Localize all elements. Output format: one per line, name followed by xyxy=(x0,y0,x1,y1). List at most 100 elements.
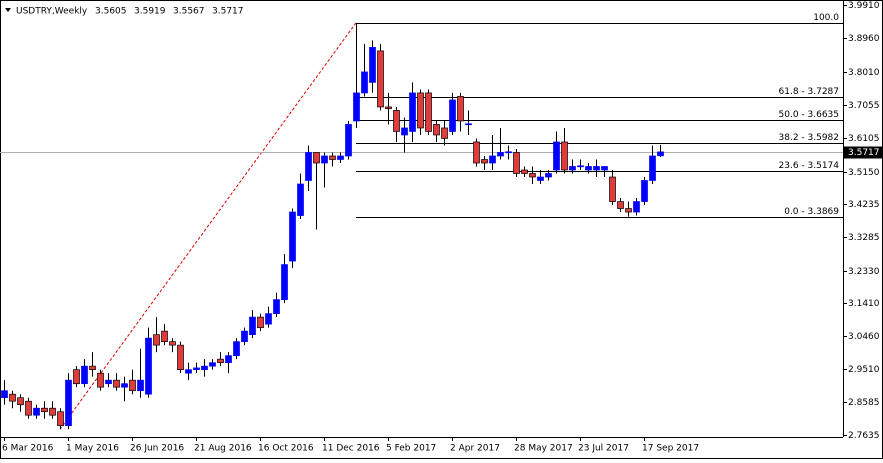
chart-title: USDTRY,Weekly xyxy=(16,7,88,17)
candle-body xyxy=(513,152,520,174)
candle-body xyxy=(113,379,120,388)
candle-body xyxy=(153,334,160,346)
candle-body xyxy=(257,316,264,328)
y-tick-label: 3.6105 xyxy=(848,134,880,144)
candle-body xyxy=(241,330,248,342)
candle-body xyxy=(145,337,152,395)
candle-body xyxy=(593,166,600,171)
candle-body xyxy=(553,141,560,171)
candle-body xyxy=(89,365,96,371)
x-tick-label: 23 Jul 2017 xyxy=(578,444,629,454)
candle-body xyxy=(625,208,632,213)
x-tick-label: 21 Aug 2016 xyxy=(194,444,252,454)
candle-body xyxy=(537,176,544,181)
quote-value: 3.5919 xyxy=(134,7,166,17)
quote-value: 3.5605 xyxy=(95,7,127,17)
candle-body xyxy=(73,369,80,385)
candle-body xyxy=(545,173,552,178)
x-tick-label: 5 Feb 2017 xyxy=(386,444,436,454)
y-tick-label: 3.8010 xyxy=(848,68,880,78)
candle-body xyxy=(25,400,32,416)
fib-label: 38.2 - 3.5982 xyxy=(779,133,840,143)
candle-body xyxy=(481,159,488,164)
candle-body xyxy=(177,344,184,371)
candle-body xyxy=(353,92,360,122)
candle-body xyxy=(649,155,656,181)
candle-body xyxy=(289,211,296,262)
candle-body xyxy=(361,71,368,94)
candle-body xyxy=(249,316,256,335)
x-tick-label: 26 Jun 2016 xyxy=(130,444,184,454)
candle-body xyxy=(609,176,616,202)
fib-label: 61.8 - 3.7287 xyxy=(779,87,840,97)
candle-body xyxy=(217,358,224,364)
x-tick-label: 2 Apr 2017 xyxy=(450,444,500,454)
candle-body xyxy=(433,124,440,136)
x-tick-label: 28 May 2017 xyxy=(514,444,573,454)
candle-body xyxy=(97,372,104,388)
candle-body xyxy=(233,341,240,357)
candle-body xyxy=(497,152,504,157)
candle-body xyxy=(209,362,216,367)
candle-body xyxy=(345,124,352,157)
x-tick-label: 11 Dec 2016 xyxy=(322,444,380,454)
candle-body xyxy=(577,165,584,168)
candle-body xyxy=(81,365,88,385)
candle-body xyxy=(121,383,128,388)
y-tick-label: 3.3285 xyxy=(848,233,880,243)
menu-icon xyxy=(5,8,11,12)
x-tick-label: 16 Oct 2016 xyxy=(258,444,314,454)
y-tick-label: 3.4235 xyxy=(848,200,880,210)
candle-body xyxy=(41,407,48,413)
candle-body xyxy=(1,390,8,399)
candle-body xyxy=(633,201,640,213)
y-tick-label: 2.8585 xyxy=(848,398,880,408)
candle-body xyxy=(473,141,480,164)
candle-body xyxy=(457,96,464,122)
x-tick-label: 17 Sep 2017 xyxy=(642,444,699,454)
candle-body xyxy=(369,47,376,83)
candle-body xyxy=(585,166,592,171)
candle-body xyxy=(529,173,536,178)
candle-body xyxy=(49,407,56,416)
candle-body xyxy=(489,155,496,164)
candle-body xyxy=(161,330,168,342)
candle-body xyxy=(569,166,576,171)
y-tick-label: 3.7055 xyxy=(848,101,880,111)
candle-body xyxy=(401,127,408,136)
candle-body xyxy=(465,123,472,126)
candle-body xyxy=(641,180,648,202)
candle-body xyxy=(329,155,336,160)
candle-body xyxy=(105,379,112,385)
candle-body xyxy=(425,92,432,132)
candle-body xyxy=(137,379,144,392)
last-price-label: 3.5717 xyxy=(848,148,880,158)
candle-body xyxy=(417,92,424,129)
candle-body xyxy=(169,341,176,346)
trend-line xyxy=(59,22,357,430)
quote-value: 3.5567 xyxy=(173,7,205,17)
y-tick-label: 3.1410 xyxy=(848,299,880,309)
x-tick-label: 1 May 2016 xyxy=(66,444,119,454)
candle-body xyxy=(449,99,456,132)
y-tick-label: 3.9910 xyxy=(848,1,880,11)
y-tick-label: 3.8960 xyxy=(848,34,880,44)
y-tick-label: 3.5150 xyxy=(848,168,880,178)
y-tick-label: 3.2330 xyxy=(848,267,880,277)
candle-body xyxy=(129,379,136,392)
candle-body xyxy=(601,166,608,171)
y-tick-label: 2.7635 xyxy=(848,431,880,441)
last-price-box xyxy=(844,146,882,159)
candle-body xyxy=(281,264,288,300)
candle-body xyxy=(657,151,664,157)
x-tick-label: 6 Mar 2016 xyxy=(2,444,54,454)
fib-label: 100.0 xyxy=(813,13,839,23)
fib-label: 23.6 - 3.5174 xyxy=(779,161,840,171)
y-tick-label: 2.9510 xyxy=(848,365,880,375)
candle-body xyxy=(225,355,232,364)
candle-body xyxy=(273,299,280,314)
candle-body xyxy=(65,379,72,427)
candle-body xyxy=(9,393,16,402)
quote-value: 3.5717 xyxy=(212,7,244,17)
